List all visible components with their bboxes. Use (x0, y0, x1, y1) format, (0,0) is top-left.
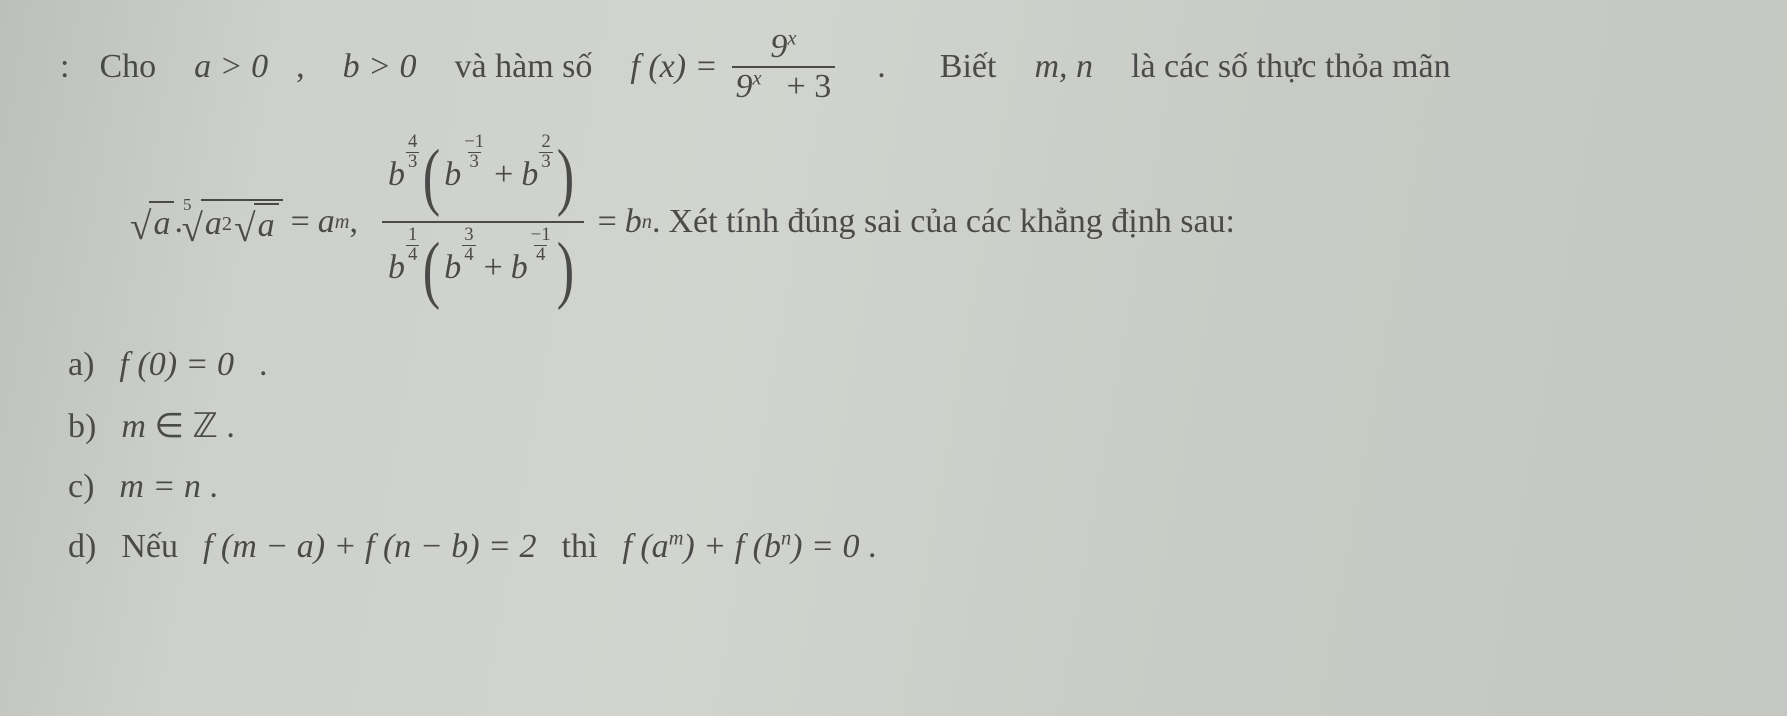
equals: = (291, 203, 310, 241)
option-d-dot: . (868, 528, 877, 565)
option-d-rhs-2: ) + f (b (683, 528, 781, 565)
sqrt-a: a (153, 205, 170, 243)
frac-num-base: 9 (770, 28, 787, 65)
option-b-m: m (121, 408, 146, 445)
big-frac-denominator: b 14 ( b 34 + b −14 ) (382, 221, 584, 312)
option-c: c) m = n . (68, 468, 1747, 506)
exp-2-3: 23 (539, 133, 552, 171)
option-a-expr: f (0) = 0 (119, 346, 234, 383)
option-b-dot: . (226, 408, 235, 445)
option-d-label: d) (68, 528, 96, 565)
biet-text: Biết (940, 48, 997, 86)
page: : Cho a > 0 , b > 0 và hàm số f (x) = 9x… (0, 0, 1787, 716)
option-d-lhs: f (m − a) + f (n − b) = 2 (203, 528, 537, 565)
den-b: b (388, 249, 405, 287)
a-to-m-base: a (318, 203, 335, 241)
frac-den-base: 9 (736, 68, 753, 105)
plus: + (494, 156, 513, 194)
inner-a: a (258, 207, 275, 245)
period: . (877, 48, 886, 86)
fraction-9x-over-9x-plus-3: 9x 9x + 3 (732, 30, 836, 104)
option-d: d) Nếu f (m − a) + f (n − b) = 2 thì f (… (68, 528, 1747, 566)
exp-4-3: 43 (406, 133, 419, 171)
exp-neg1-4: −14 (529, 226, 553, 264)
den-b1: b (444, 249, 461, 287)
exp-1-4: 14 (406, 226, 419, 264)
option-d-rhs-m: m (669, 527, 684, 549)
option-d-neu: Nếu (121, 528, 178, 565)
lead-colon: : (60, 48, 69, 86)
option-c-expr: m = n (119, 468, 201, 505)
options-list: a) f (0) = 0 . b) m ∈ ℤ . c) m = n . d) … (68, 346, 1747, 566)
option-b-Z: ℤ (193, 408, 218, 445)
outer-sqrt: √ a (130, 201, 174, 243)
inner-sqrt: √ a (234, 203, 278, 245)
option-a-dot: . (259, 346, 268, 383)
option-d-thi: thì (562, 528, 598, 565)
rparen-icon: ) (556, 140, 573, 215)
radix-icon: √ (181, 209, 202, 248)
va-ham-so-text: và hàm số (455, 48, 593, 86)
stem-line-2: √ a . 5 √ a2 √ a = am , b (130, 132, 1747, 312)
fifth-root: 5 √ a2 √ a (183, 199, 283, 245)
den-b2: b (511, 249, 528, 287)
tail-text-1: là các số thực thỏa mãn (1131, 48, 1451, 86)
cho-text: Cho (99, 48, 156, 86)
a-condition: a > 0 (194, 48, 268, 86)
lparen-icon: ( (423, 140, 440, 215)
b-to-n-base: b (625, 203, 642, 241)
big-frac-numerator: b 43 ( b −13 + b 23 ) (382, 132, 584, 221)
option-a: a) f (0) = 0 . (68, 346, 1747, 384)
option-d-rhs-1: f (a (622, 528, 668, 565)
period: . (652, 203, 661, 241)
lparen-icon: ( (423, 233, 440, 308)
option-b-label: b) (68, 408, 96, 445)
num-b1: b (444, 156, 461, 194)
big-fraction: b 43 ( b −13 + b 23 ) b 14 ( b 34 + (382, 132, 584, 312)
comma: , (296, 48, 305, 86)
f-of-x-eq: f (x) = (630, 48, 717, 86)
option-b: b) m ∈ ℤ . (68, 406, 1747, 446)
option-b-in: ∈ (154, 408, 184, 445)
comma: , (349, 203, 358, 241)
radix-icon: √ (130, 207, 151, 246)
option-c-label: c) (68, 468, 94, 505)
option-a-label: a) (68, 346, 94, 383)
frac-num-exp: x (787, 28, 796, 50)
option-c-dot: . (209, 468, 218, 505)
stem-line-1: : Cho a > 0 , b > 0 và hàm số f (x) = 9x… (60, 30, 1747, 104)
option-d-rhs-n: n (781, 527, 791, 549)
mn-text: m, n (1034, 48, 1093, 86)
plus: + (484, 249, 503, 287)
radix-icon: √ (234, 209, 255, 248)
tail-instruction: Xét tính đúng sai của các khẳng định sau… (668, 203, 1235, 241)
num-b: b (388, 156, 405, 194)
a-squared: a (205, 205, 222, 243)
equals: = (598, 203, 617, 241)
b-condition: b > 0 (343, 48, 417, 86)
frac-den-exp: x (753, 68, 762, 90)
rparen-icon: ) (556, 233, 573, 308)
exp-3-4: 34 (462, 226, 475, 264)
frac-den-plus3: + 3 (787, 68, 832, 105)
option-d-rhs-3: ) = 0 (791, 528, 859, 565)
num-b2: b (521, 156, 538, 194)
exp-neg1-3: −13 (462, 133, 486, 171)
